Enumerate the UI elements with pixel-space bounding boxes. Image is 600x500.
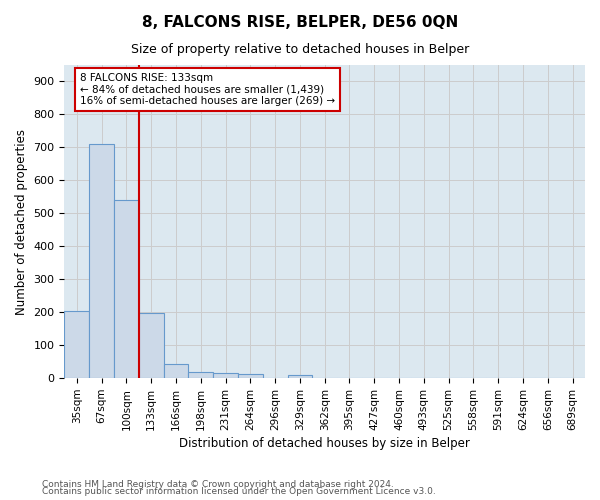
Bar [114, 200, 139, 378]
Text: 8, FALCONS RISE, BELPER, DE56 0QN: 8, FALCONS RISE, BELPER, DE56 0QN [142, 15, 458, 30]
Bar [89, 144, 114, 378]
Bar [188, 372, 213, 378]
Bar [164, 364, 188, 378]
Bar [139, 314, 164, 378]
Bar [238, 374, 263, 378]
Bar [287, 375, 313, 378]
Y-axis label: Number of detached properties: Number of detached properties [15, 128, 28, 314]
Bar [64, 310, 89, 378]
Text: Contains public sector information licensed under the Open Government Licence v3: Contains public sector information licen… [42, 487, 436, 496]
Bar [213, 374, 238, 378]
Text: Size of property relative to detached houses in Belper: Size of property relative to detached ho… [131, 42, 469, 56]
X-axis label: Distribution of detached houses by size in Belper: Distribution of detached houses by size … [179, 437, 470, 450]
Text: 8 FALCONS RISE: 133sqm
← 84% of detached houses are smaller (1,439)
16% of semi-: 8 FALCONS RISE: 133sqm ← 84% of detached… [80, 73, 335, 106]
Text: Contains HM Land Registry data © Crown copyright and database right 2024.: Contains HM Land Registry data © Crown c… [42, 480, 394, 489]
